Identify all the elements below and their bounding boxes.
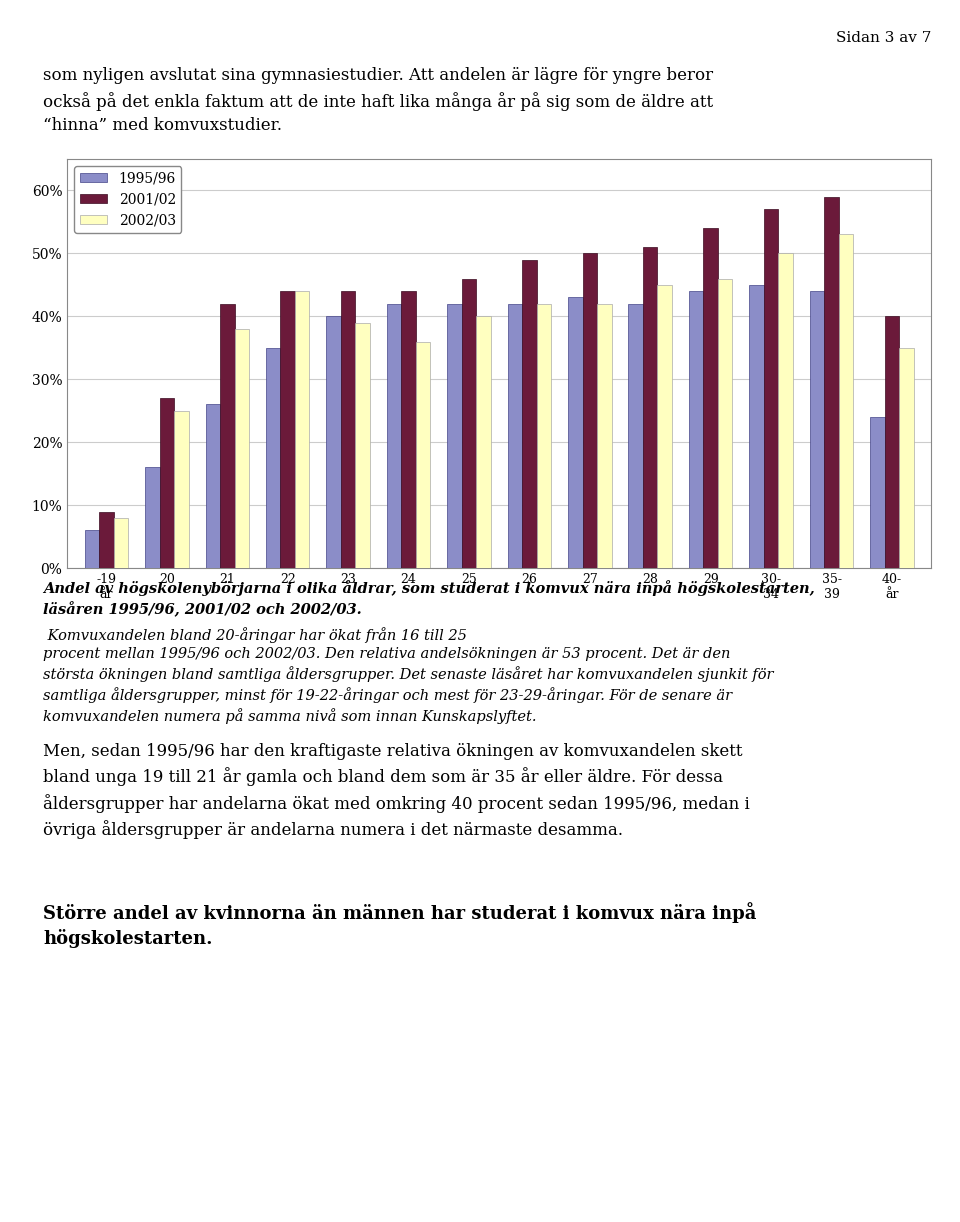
Bar — [99, 512, 113, 568]
Bar — [266, 348, 280, 568]
Bar — [537, 304, 551, 568]
Bar — [885, 316, 900, 568]
Bar — [839, 235, 853, 568]
Bar — [174, 411, 189, 568]
Bar — [870, 417, 885, 568]
Bar — [809, 291, 825, 568]
Bar — [900, 348, 914, 568]
Bar — [779, 253, 793, 568]
Text: Komvuxandelen bland 20-åringar har ökat från 16 till 25
procent mellan 1995/96 o: Komvuxandelen bland 20-åringar har ökat … — [43, 627, 774, 725]
Bar — [84, 530, 99, 568]
Bar — [629, 304, 643, 568]
Bar — [764, 209, 779, 568]
Bar — [462, 279, 476, 568]
Bar — [597, 304, 612, 568]
Text: som nyligen avslutat sina gymnasiestudier. Att andelen är lägre för yngre beror
: som nyligen avslutat sina gymnasiestudie… — [43, 67, 713, 134]
Bar — [658, 285, 672, 568]
Legend: 1995/96, 2001/02, 2002/03: 1995/96, 2001/02, 2002/03 — [74, 166, 181, 233]
Bar — [447, 304, 462, 568]
Bar — [750, 285, 764, 568]
Bar — [401, 291, 416, 568]
Bar — [234, 329, 249, 568]
Bar — [326, 316, 341, 568]
Bar — [568, 297, 583, 568]
Bar — [508, 304, 522, 568]
Bar — [220, 304, 234, 568]
Bar — [387, 304, 401, 568]
Bar — [341, 291, 355, 568]
Bar — [355, 323, 370, 568]
Bar — [416, 341, 430, 568]
Text: Sidan 3 av 7: Sidan 3 av 7 — [836, 31, 931, 44]
Bar — [718, 279, 732, 568]
Bar — [280, 291, 295, 568]
Bar — [704, 229, 718, 568]
Bar — [583, 253, 597, 568]
Bar — [643, 247, 658, 568]
Text: Större andel av kvinnorna än männen har studerat i komvux nära inpå
högskolestar: Större andel av kvinnorna än männen har … — [43, 902, 756, 948]
Bar — [159, 398, 174, 568]
Bar — [476, 316, 491, 568]
Bar — [295, 291, 309, 568]
Bar — [145, 468, 159, 568]
Text: Men, sedan 1995/96 har den kraftigaste relativa ökningen av komvuxandelen skett
: Men, sedan 1995/96 har den kraftigaste r… — [43, 743, 750, 840]
Bar — [689, 291, 704, 568]
Bar — [825, 197, 839, 568]
Text: Andel av högskolenybörjarna i olika åldrar, som studerat i komvux nära inpå högs: Andel av högskolenybörjarna i olika åldr… — [43, 580, 815, 617]
Bar — [205, 404, 220, 568]
Bar — [113, 518, 129, 568]
Bar — [522, 259, 537, 568]
